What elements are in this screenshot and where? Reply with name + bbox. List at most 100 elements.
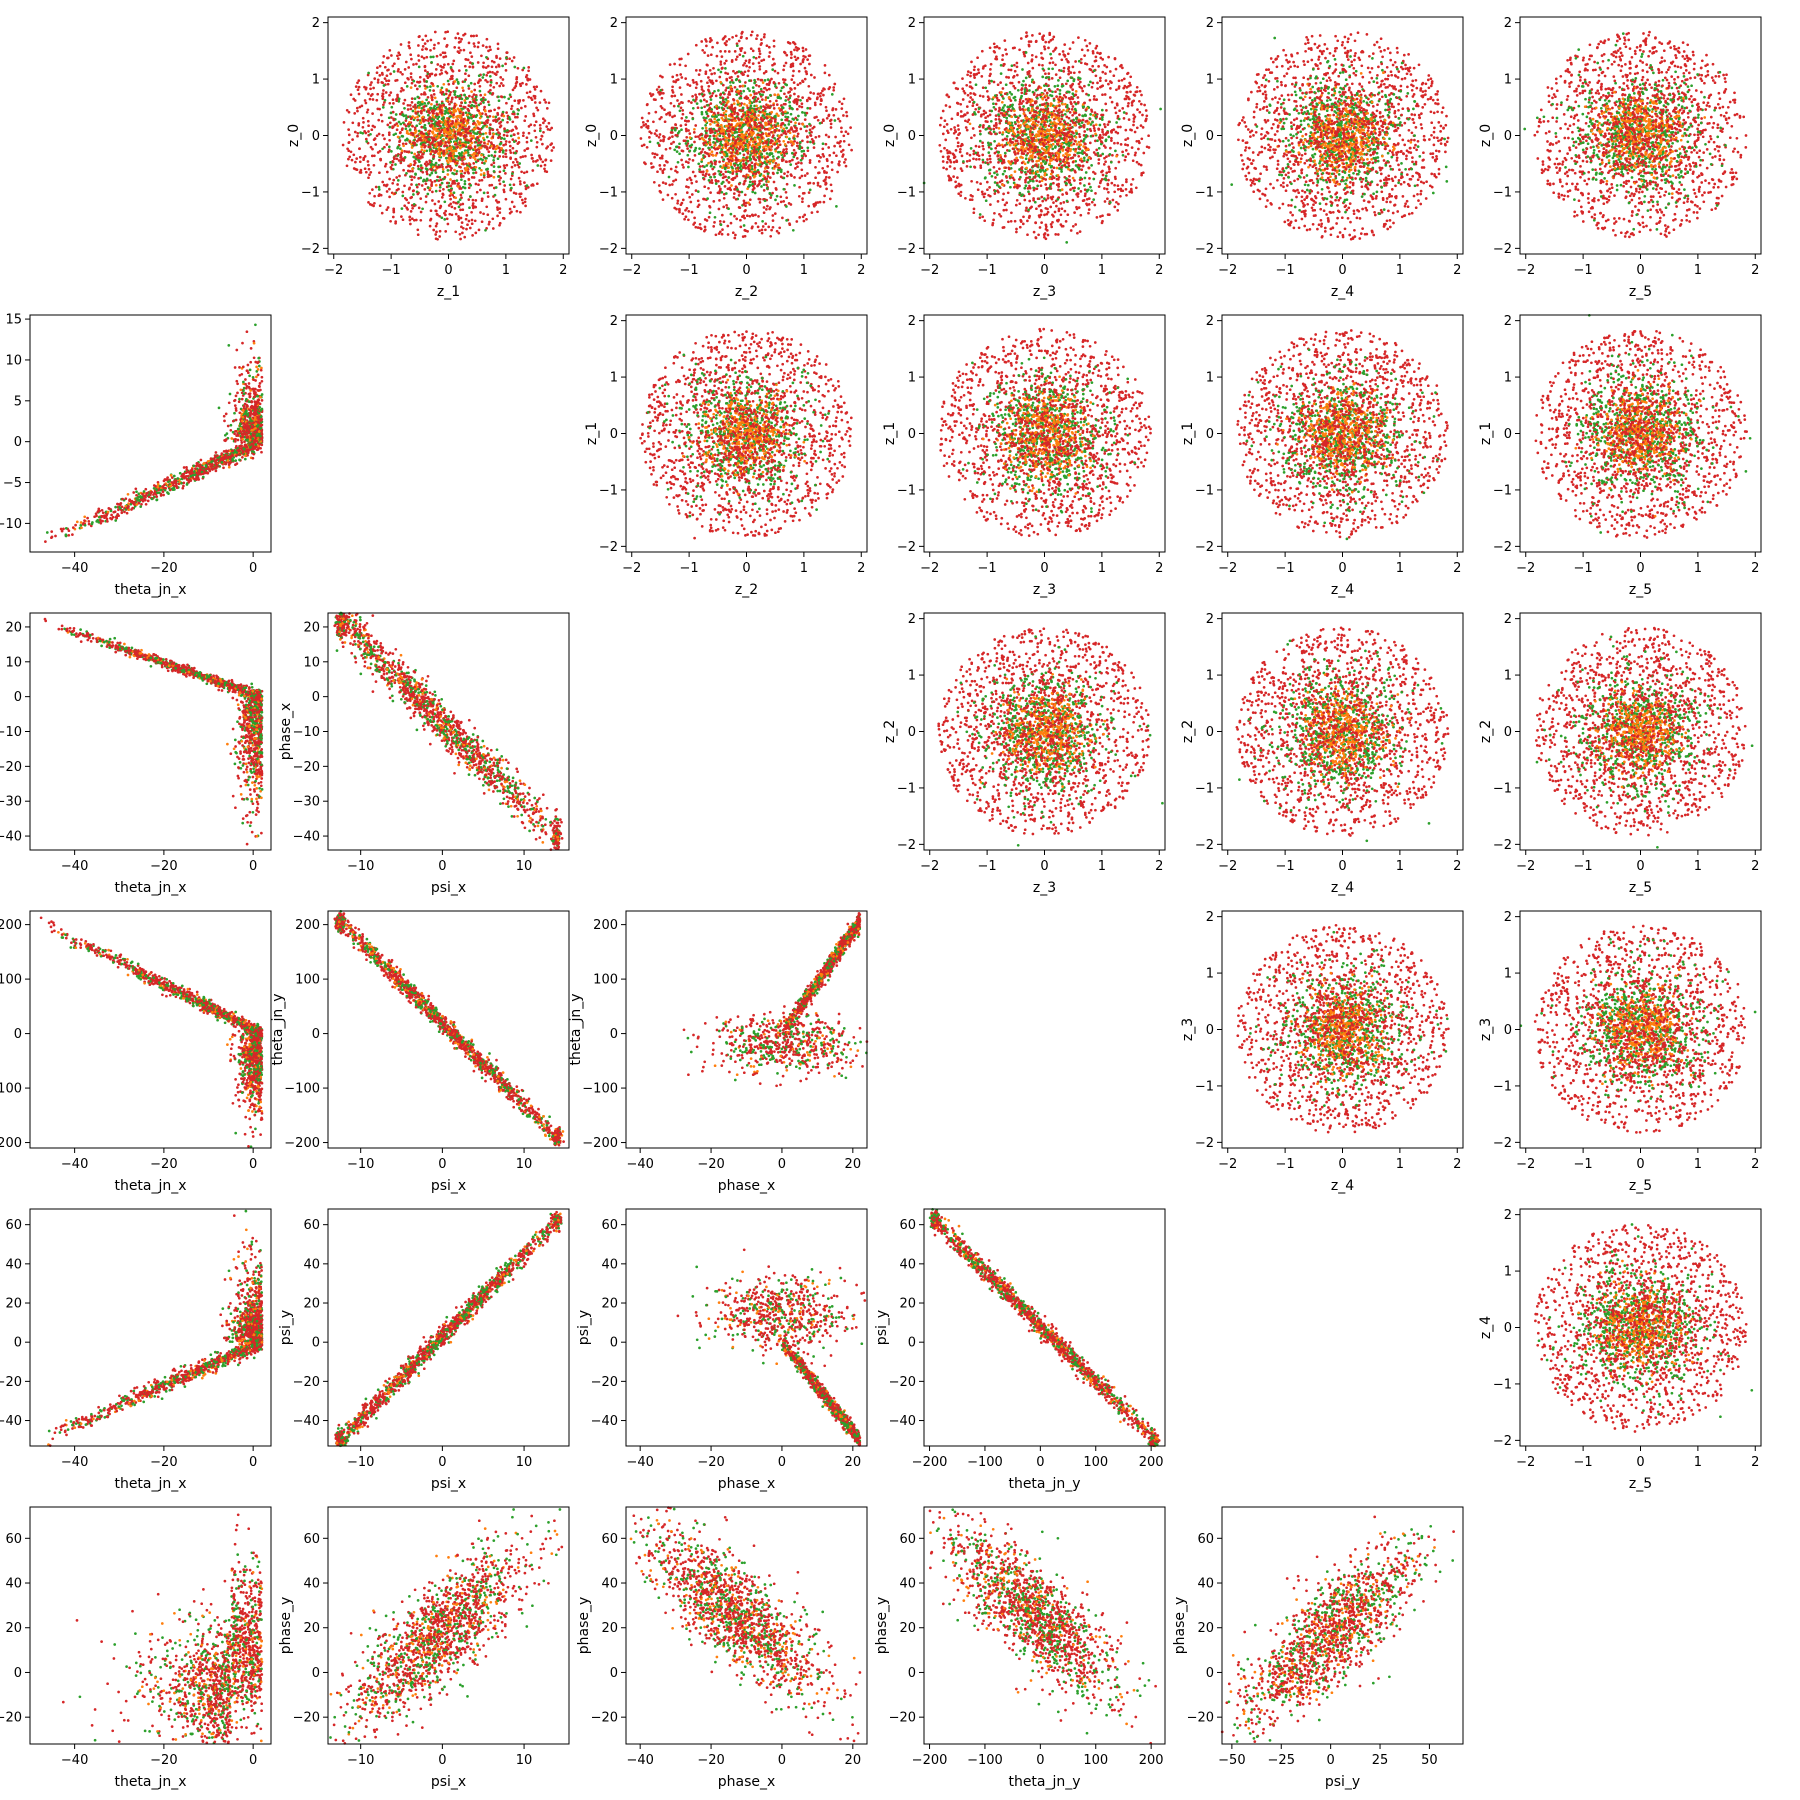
data-point [83, 515, 86, 518]
data-point [250, 401, 253, 404]
data-point [229, 429, 232, 432]
data-point [248, 776, 251, 779]
data-point [176, 477, 179, 480]
data-point [242, 381, 245, 384]
data-point [156, 486, 159, 489]
data-point [227, 425, 230, 428]
data-point [169, 488, 172, 491]
data-point [259, 389, 262, 392]
data-point [72, 526, 75, 529]
data-point [236, 382, 239, 385]
data-point [241, 438, 244, 441]
data-point [230, 437, 233, 440]
data-point [187, 481, 190, 484]
data-point [231, 450, 234, 453]
data-point [243, 440, 246, 443]
data-point [257, 448, 260, 451]
data-point [236, 392, 239, 395]
data-point [249, 788, 252, 791]
data-point [83, 519, 86, 522]
data-point [249, 446, 252, 449]
data-point [166, 491, 169, 494]
data-point [60, 528, 63, 531]
data-point [182, 485, 185, 488]
data-point [148, 496, 151, 499]
data-point [102, 511, 105, 514]
data-point [91, 523, 94, 526]
data-point [260, 832, 263, 835]
data-point [101, 509, 104, 512]
data-point [247, 364, 250, 367]
data-point [251, 429, 254, 432]
data-point [157, 483, 160, 486]
data-point [210, 457, 213, 460]
data-point [260, 415, 263, 418]
data-point [164, 478, 167, 481]
data-point [110, 514, 113, 517]
data-point [114, 519, 117, 522]
data-point [258, 412, 261, 415]
data-point [250, 683, 253, 686]
data-point [215, 451, 218, 454]
data-point [258, 406, 261, 409]
data-point [254, 388, 257, 391]
data-point [206, 472, 209, 475]
data-point [249, 361, 252, 364]
data-point [259, 396, 262, 399]
data-point [50, 530, 53, 533]
data-point [163, 483, 166, 486]
data-point [80, 640, 83, 643]
data-point [175, 485, 178, 488]
data-point [63, 627, 66, 630]
data-point [230, 424, 233, 427]
data-point [126, 512, 129, 515]
data-point [88, 523, 91, 526]
data-point [261, 376, 264, 379]
data-point [73, 627, 76, 630]
data-point [234, 438, 237, 441]
data-point [203, 462, 206, 465]
data-point [248, 374, 251, 377]
data-point [241, 342, 244, 345]
data-point [252, 811, 255, 814]
data-point [246, 430, 249, 433]
data-point [226, 432, 229, 435]
data-point [145, 503, 148, 506]
data-point [248, 408, 251, 411]
data-point [251, 437, 254, 440]
data-point [255, 409, 258, 412]
data-point [234, 399, 237, 402]
data-point [147, 500, 150, 503]
data-point [233, 412, 236, 415]
data-point [246, 414, 249, 417]
data-point [223, 420, 226, 423]
data-point [254, 446, 257, 449]
data-point [134, 487, 137, 490]
data-point [238, 400, 241, 403]
data-point [80, 526, 83, 529]
data-point [255, 376, 258, 379]
data-point [208, 470, 211, 473]
data-point [250, 442, 253, 445]
data-point [169, 485, 172, 488]
data-point [205, 682, 208, 685]
data-point [218, 407, 221, 410]
data-point [256, 440, 259, 443]
data-point [249, 369, 252, 372]
data-point [241, 420, 244, 423]
data-point [234, 806, 237, 809]
data-point [239, 388, 242, 391]
data-point [260, 369, 263, 372]
data-point [132, 491, 135, 494]
data-point [114, 510, 117, 513]
data-point [191, 468, 194, 471]
data-point [243, 422, 246, 425]
data-point [254, 412, 257, 415]
y-tick-label: 10 [5, 353, 22, 368]
data-point [183, 466, 186, 469]
data-point [255, 366, 258, 369]
data-point [235, 451, 238, 454]
data-point [222, 456, 225, 459]
data-point [252, 457, 255, 460]
data-point [254, 416, 257, 419]
